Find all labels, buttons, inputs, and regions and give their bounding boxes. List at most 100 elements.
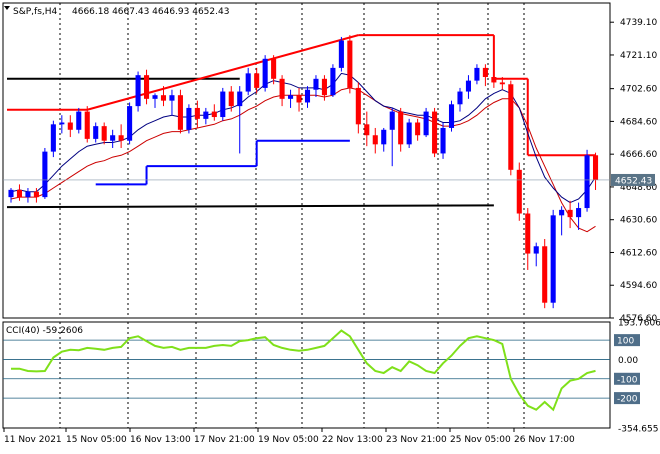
candle-bear[interactable] — [84, 111, 90, 139]
candle-bear[interactable] — [67, 122, 73, 130]
candle-bear[interactable] — [432, 111, 438, 154]
candle-bear[interactable] — [101, 126, 107, 141]
candle-bull[interactable] — [135, 75, 141, 107]
moving-average-slow[interactable] — [10, 87, 596, 233]
range-line[interactable] — [6, 204, 494, 209]
price-pane[interactable] — [3, 34, 610, 309]
candle-bull[interactable] — [169, 95, 175, 101]
candle-bull[interactable] — [559, 209, 565, 216]
candle-bull[interactable] — [42, 151, 48, 198]
candle-bull[interactable] — [288, 95, 294, 99]
price-axis-label: 4576.60 — [620, 314, 657, 324]
cci-line[interactable] — [11, 329, 596, 412]
candle-bull[interactable] — [533, 246, 539, 254]
moving-average-fast[interactable] — [10, 72, 596, 204]
candle-bear[interactable] — [567, 209, 573, 218]
candle-bear[interactable] — [33, 191, 39, 198]
cci-level-marker — [614, 334, 640, 347]
indicator-pane-frame — [2, 321, 611, 429]
cci-level-marker — [614, 372, 640, 385]
time-axis-label: 15 Nov 05:00 — [66, 435, 127, 445]
candle-bull[interactable] — [338, 40, 344, 68]
resistance-line[interactable] — [86, 34, 359, 111]
candle-bear[interactable] — [254, 73, 260, 88]
candle-bear[interactable] — [279, 78, 285, 99]
candle-bull[interactable] — [93, 126, 99, 139]
candle-bull[interactable] — [330, 67, 336, 96]
candle-bear[interactable] — [508, 84, 514, 170]
candle-bull[interactable] — [550, 215, 556, 303]
candle-bull[interactable] — [440, 127, 446, 154]
candle-bear[interactable] — [160, 95, 167, 101]
candle-bear[interactable] — [398, 111, 404, 145]
candle-bull[interactable] — [110, 135, 116, 141]
candle-bull[interactable] — [448, 104, 455, 128]
chart-ohlc-readout: 4666.18 4667.43 4646.93 4652.43 — [72, 7, 229, 17]
candle-bull[interactable] — [25, 191, 31, 198]
candle-bull[interactable] — [423, 111, 429, 136]
price-axis-label: 4648.60 — [620, 183, 657, 193]
candle-bull[interactable] — [457, 91, 463, 105]
candle-bear[interactable] — [516, 169, 522, 214]
candle-bull[interactable] — [127, 106, 133, 141]
chart-menu-arrow-icon[interactable] — [4, 6, 10, 10]
candle-bear[interactable] — [118, 135, 124, 141]
candle-bear[interactable] — [271, 58, 277, 79]
candle-bull[interactable] — [203, 111, 209, 119]
candle-bear[interactable] — [347, 40, 353, 88]
candle-bear[interactable] — [592, 155, 599, 180]
current-price-label: 4652.43 — [615, 176, 652, 186]
candle-bear[interactable] — [525, 213, 531, 254]
candle-bear[interactable] — [194, 107, 200, 119]
candle-bull[interactable] — [584, 155, 590, 209]
candle-bear[interactable] — [321, 78, 327, 96]
indicator-pane[interactable] — [11, 329, 596, 412]
candle-bull[interactable] — [220, 91, 226, 118]
candle-bear[interactable] — [16, 189, 23, 198]
candle-bull[interactable] — [8, 189, 14, 198]
candle-bull[interactable] — [50, 124, 56, 152]
candle-bull[interactable] — [389, 111, 395, 130]
time-axis-label: 22 Nov 13:00 — [322, 435, 383, 445]
time-axis-label: 19 Nov 05:00 — [258, 435, 319, 445]
indicator-axis-label: 100 — [617, 337, 634, 347]
current-price-marker — [611, 173, 655, 186]
candle-bull[interactable] — [381, 129, 387, 145]
candle-bull[interactable] — [186, 107, 192, 130]
candle-bear[interactable] — [499, 82, 505, 85]
time-axis-label: 23 Nov 21:00 — [386, 435, 447, 445]
chart-symbol-label: S&P,fs,H4 — [13, 7, 58, 17]
candle-bull[interactable] — [152, 95, 158, 99]
candle-bull[interactable] — [237, 91, 243, 107]
price-axis-label: 4684.60 — [620, 117, 657, 127]
candle-bear[interactable] — [491, 76, 497, 83]
indicator-axis-label: -354.655 — [618, 425, 658, 435]
candle-bear[interactable] — [482, 67, 488, 77]
candle-bull[interactable] — [262, 58, 268, 88]
candle-bear[interactable] — [364, 124, 370, 136]
time-axis-label: 11 Nov 2021 — [4, 435, 62, 445]
candle-bear[interactable] — [415, 122, 421, 136]
candle-bear[interactable] — [177, 95, 183, 130]
candle-bull[interactable] — [76, 111, 82, 130]
candle-bear[interactable] — [355, 87, 361, 125]
candle-bear[interactable] — [542, 246, 548, 303]
candle-bull[interactable] — [406, 122, 412, 145]
candle-bear[interactable] — [211, 111, 217, 118]
candle-bull[interactable] — [245, 73, 251, 92]
time-axis-label: 16 Nov 13:00 — [130, 435, 191, 445]
time-axis-label: 17 Nov 21:00 — [194, 435, 255, 445]
candle-bull[interactable] — [59, 122, 65, 125]
candle-bear[interactable] — [296, 95, 302, 103]
indicator-axis-label: -200 — [617, 395, 638, 405]
candle-bear[interactable] — [372, 135, 378, 145]
candle-bull[interactable] — [474, 67, 480, 81]
candle-bear[interactable] — [228, 91, 234, 107]
candle-bear[interactable] — [144, 75, 150, 99]
candle-bull[interactable] — [313, 78, 319, 90]
candle-bull[interactable] — [465, 80, 471, 92]
price-axis-label: 4630.60 — [620, 216, 657, 226]
candle-bull[interactable] — [304, 89, 311, 103]
candle-bull[interactable] — [576, 208, 582, 218]
